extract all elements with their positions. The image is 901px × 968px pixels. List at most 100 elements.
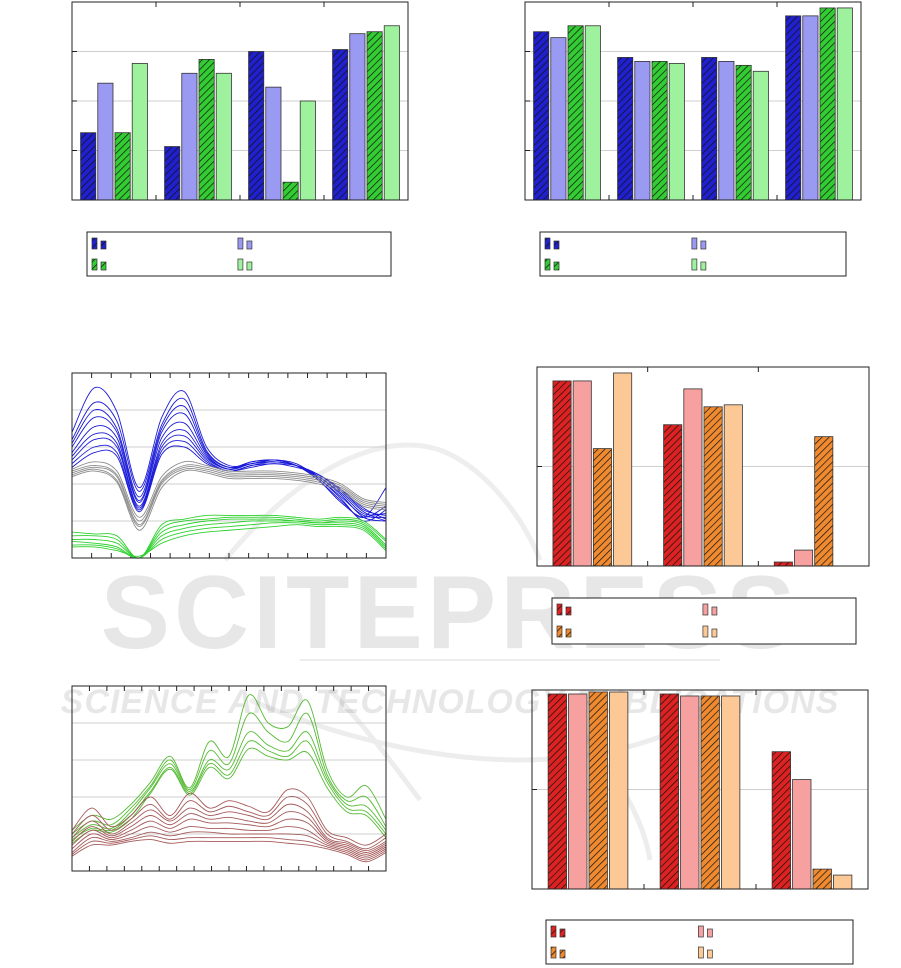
bar	[735, 64, 752, 201]
bar	[332, 49, 349, 201]
bar	[836, 7, 853, 201]
bar	[680, 695, 700, 890]
legend-swatch	[565, 606, 572, 616]
legend-swatch	[550, 925, 557, 938]
bar	[164, 146, 181, 201]
bar	[550, 37, 567, 201]
legend-swatch	[237, 237, 244, 250]
bar	[198, 59, 215, 201]
legend-swatch	[553, 240, 560, 250]
legend-swatch	[544, 258, 551, 271]
bar	[547, 693, 567, 890]
legend-swatch	[550, 946, 557, 959]
bar	[215, 72, 232, 201]
chart-bottom-right	[531, 689, 869, 965]
bar	[349, 33, 366, 201]
legend-swatch	[711, 606, 718, 616]
series-line	[71, 516, 387, 559]
bar	[592, 448, 612, 567]
bar	[131, 62, 148, 201]
chart-top-right	[524, 1, 862, 277]
bar	[683, 388, 703, 567]
series-line	[71, 826, 387, 857]
bar	[383, 25, 400, 201]
bar	[299, 100, 316, 201]
bar	[568, 693, 588, 890]
legend-swatch	[700, 240, 707, 250]
legend-swatch	[698, 925, 704, 938]
plot-frame	[71, 372, 387, 559]
legend	[86, 231, 392, 277]
chart-bottom-left	[71, 685, 387, 872]
series-line	[71, 466, 387, 526]
legend-swatch	[691, 237, 698, 250]
bar	[771, 751, 791, 890]
series-line	[71, 429, 387, 516]
bar	[265, 86, 282, 201]
bar	[814, 436, 834, 567]
bar	[617, 57, 634, 201]
series-line	[71, 796, 387, 850]
legend-swatch	[565, 628, 572, 638]
legend-swatch	[691, 258, 698, 271]
plot-frame	[524, 1, 862, 201]
bar	[785, 15, 802, 201]
legend-swatch	[544, 237, 551, 250]
legend-swatch	[556, 625, 563, 638]
legend-swatch	[698, 946, 704, 959]
bar	[248, 51, 265, 201]
bar	[651, 61, 668, 201]
chart-top-left	[71, 1, 409, 277]
bar	[703, 406, 723, 567]
plot-frame	[531, 689, 869, 890]
chart-middle-left	[71, 372, 387, 559]
bar	[833, 874, 853, 890]
bar	[584, 25, 601, 201]
plot-frame	[71, 685, 387, 872]
bar	[567, 25, 584, 201]
bar	[282, 181, 299, 201]
bar	[701, 57, 718, 201]
bar	[663, 424, 683, 567]
bar	[552, 380, 572, 567]
bar	[659, 693, 679, 890]
series-line	[71, 839, 387, 863]
bar	[609, 691, 629, 890]
bar	[718, 61, 735, 201]
bar	[97, 82, 114, 201]
series-line	[71, 405, 387, 522]
legend-swatch	[702, 625, 709, 638]
bar	[366, 31, 383, 201]
bar	[700, 695, 720, 890]
series-line	[71, 803, 387, 852]
legend-swatch	[553, 261, 560, 271]
series-line	[71, 731, 387, 839]
bar	[773, 561, 793, 567]
bar	[668, 62, 685, 201]
legend-swatch	[91, 237, 98, 250]
legend-swatch	[237, 258, 244, 271]
chart-middle-right	[536, 366, 870, 645]
legend-swatch	[556, 603, 563, 616]
series-line	[71, 514, 387, 559]
bar	[114, 132, 131, 201]
bar	[792, 779, 812, 890]
legend-swatch	[100, 261, 107, 271]
bar	[752, 70, 769, 201]
plot-frame	[71, 1, 409, 201]
series-line	[71, 522, 387, 559]
legend	[539, 231, 847, 277]
series-line	[71, 831, 387, 859]
bar	[721, 695, 741, 890]
series-line	[71, 467, 387, 528]
series-line	[71, 524, 387, 557]
bar	[613, 372, 633, 567]
series-line	[71, 788, 387, 846]
series-line	[71, 747, 387, 844]
series-line	[71, 694, 387, 831]
series-line	[71, 811, 387, 853]
legend-swatch	[702, 603, 709, 616]
series-line	[71, 469, 387, 531]
legend-swatch	[700, 261, 707, 271]
